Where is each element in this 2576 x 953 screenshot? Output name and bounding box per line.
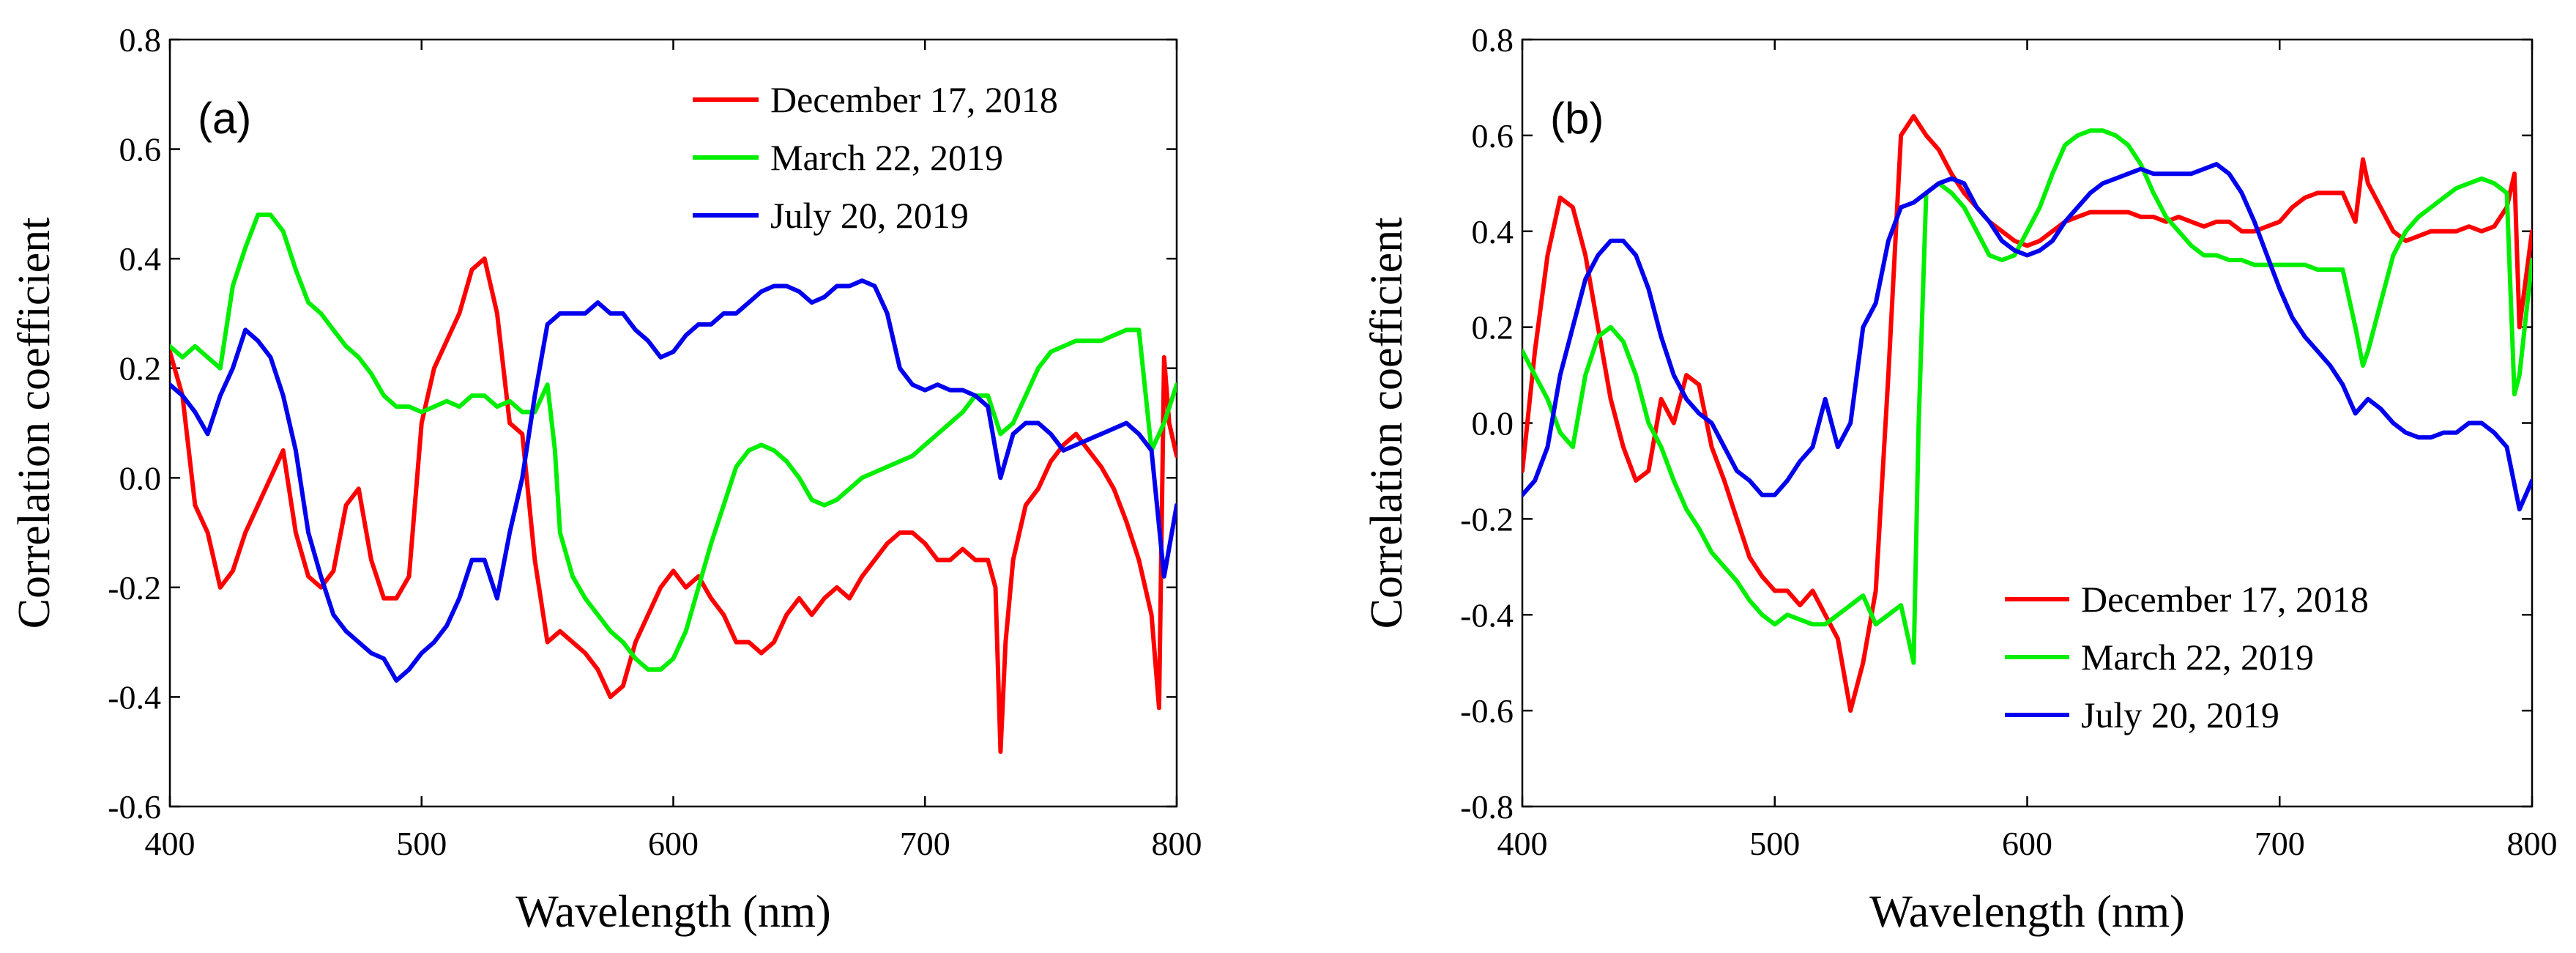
panel-label: (a) bbox=[198, 94, 251, 143]
y-tick-label: 0.6 bbox=[119, 131, 162, 168]
x-tick-label: 500 bbox=[1749, 825, 1800, 862]
x-tick-label: 800 bbox=[2507, 825, 2558, 862]
legend: December 17, 2018 March 22, 2019 July 20, … bbox=[2005, 579, 2369, 735]
x-tick-label: 500 bbox=[396, 825, 447, 862]
x-tick-label: 700 bbox=[900, 825, 950, 862]
x-tick-label: 600 bbox=[648, 825, 699, 862]
series-line-1 bbox=[170, 212, 1177, 672]
legend-label: December 17, 2018 bbox=[2081, 579, 2369, 620]
series-line-0 bbox=[170, 256, 1177, 754]
y-tick-label: -0.4 bbox=[108, 678, 161, 716]
legend-label: March 22, 2019 bbox=[2081, 637, 2314, 678]
y-tick-label: 0.2 bbox=[119, 350, 162, 387]
x-tick-label: 400 bbox=[145, 825, 196, 862]
y-tick-label: 0.0 bbox=[1472, 405, 1514, 442]
y-tick-label: -0.2 bbox=[108, 569, 161, 607]
y-tick-label: -0.8 bbox=[1460, 788, 1514, 826]
series-line-2 bbox=[170, 278, 1177, 683]
x-tick-label: 800 bbox=[1152, 825, 1202, 862]
x-tick-label: 700 bbox=[2255, 825, 2305, 862]
y-tick-label: -0.6 bbox=[1460, 692, 1514, 730]
panel-label: (b) bbox=[1550, 94, 1604, 143]
y-axis-title: Correlation coefficient bbox=[10, 218, 59, 629]
y-tick-label: 0.8 bbox=[119, 21, 162, 59]
chart-panel-b: 400 500 600 700 800 -0.8 -0.6 -0.4 -0.2 0.0 0.2 0.4… bbox=[1362, 21, 2558, 937]
y-tick-label: -0.4 bbox=[1460, 596, 1514, 634]
y-tick-label: 0.6 bbox=[1472, 117, 1514, 155]
y-tick-label: 0.8 bbox=[1472, 21, 1514, 59]
chart-panel-a: 400 500 600 700 800 -0.6 -0.4 -0.2 0.0 0.2 0.4 0.6 0… bbox=[10, 21, 1202, 937]
series-line-2 bbox=[1522, 162, 2532, 512]
legend: December 17, 2018 March 22, 2019 July 20, … bbox=[693, 79, 1058, 236]
x-axis-title: Wavelength (nm) bbox=[515, 887, 831, 937]
legend-label: July 20, 2019 bbox=[770, 195, 969, 236]
y-tick-label: -0.6 bbox=[108, 788, 161, 826]
y-tick-label: 0.2 bbox=[1472, 309, 1514, 346]
legend-label: March 22, 2019 bbox=[770, 137, 1003, 178]
x-tick-label: 600 bbox=[2002, 825, 2052, 862]
y-tick-label: -0.2 bbox=[1460, 500, 1514, 538]
series-line-0 bbox=[1522, 114, 2532, 713]
y-tick-label: 0.4 bbox=[1472, 213, 1514, 251]
x-axis-title: Wavelength (nm) bbox=[1869, 887, 2185, 937]
x-tick-label: 400 bbox=[1497, 825, 1548, 862]
y-axis-title: Correlation coefficient bbox=[1362, 218, 1412, 629]
legend-label: December 17, 2018 bbox=[770, 79, 1058, 120]
y-tick-label: 0.0 bbox=[119, 459, 162, 497]
legend-label: July 20, 2019 bbox=[2081, 694, 2279, 735]
series-line-1 bbox=[1522, 128, 2532, 665]
y-tick-label: 0.4 bbox=[119, 240, 162, 278]
